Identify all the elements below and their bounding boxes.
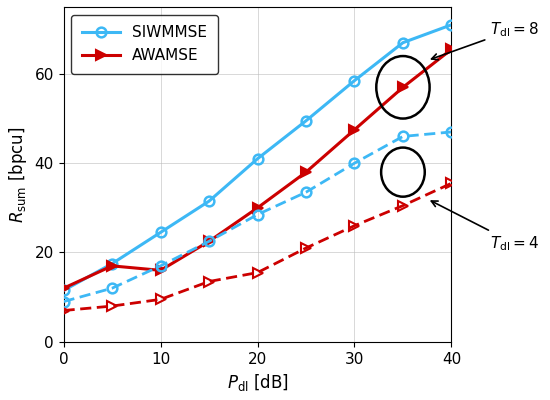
AWAMSE: [351, 127, 358, 132]
Y-axis label: $R_{\mathrm{sum}}$ [bpcu]: $R_{\mathrm{sum}}$ [bpcu]: [7, 126, 29, 222]
SIWMMSE: [400, 40, 406, 45]
AWAMSE: [157, 268, 164, 273]
SIWMMSE: [351, 78, 358, 83]
Line: SIWMMSE: SIWMMSE: [59, 20, 456, 295]
AWAMSE: [109, 264, 116, 268]
SIWMMSE: [448, 22, 455, 27]
X-axis label: $P_{\mathrm{dl}}$ [dB]: $P_{\mathrm{dl}}$ [dB]: [227, 372, 289, 393]
AWAMSE: [60, 286, 67, 291]
SIWMMSE: [109, 261, 116, 266]
SIWMMSE: [206, 199, 212, 204]
AWAMSE: [448, 47, 455, 52]
AWAMSE: [206, 239, 212, 244]
AWAMSE: [254, 206, 261, 210]
SIWMMSE: [60, 288, 67, 293]
Line: AWAMSE: AWAMSE: [59, 44, 456, 293]
SIWMMSE: [254, 156, 261, 161]
Legend: SIWMMSE, AWAMSE: SIWMMSE, AWAMSE: [72, 14, 218, 74]
SIWMMSE: [302, 118, 309, 123]
SIWMMSE: [157, 230, 164, 235]
AWAMSE: [302, 170, 309, 174]
AWAMSE: [400, 85, 406, 90]
Text: $T_{\mathrm{dl}} = 4$: $T_{\mathrm{dl}} = 4$: [431, 201, 539, 253]
Text: $T_{\mathrm{dl}} = 8$: $T_{\mathrm{dl}} = 8$: [432, 20, 539, 60]
